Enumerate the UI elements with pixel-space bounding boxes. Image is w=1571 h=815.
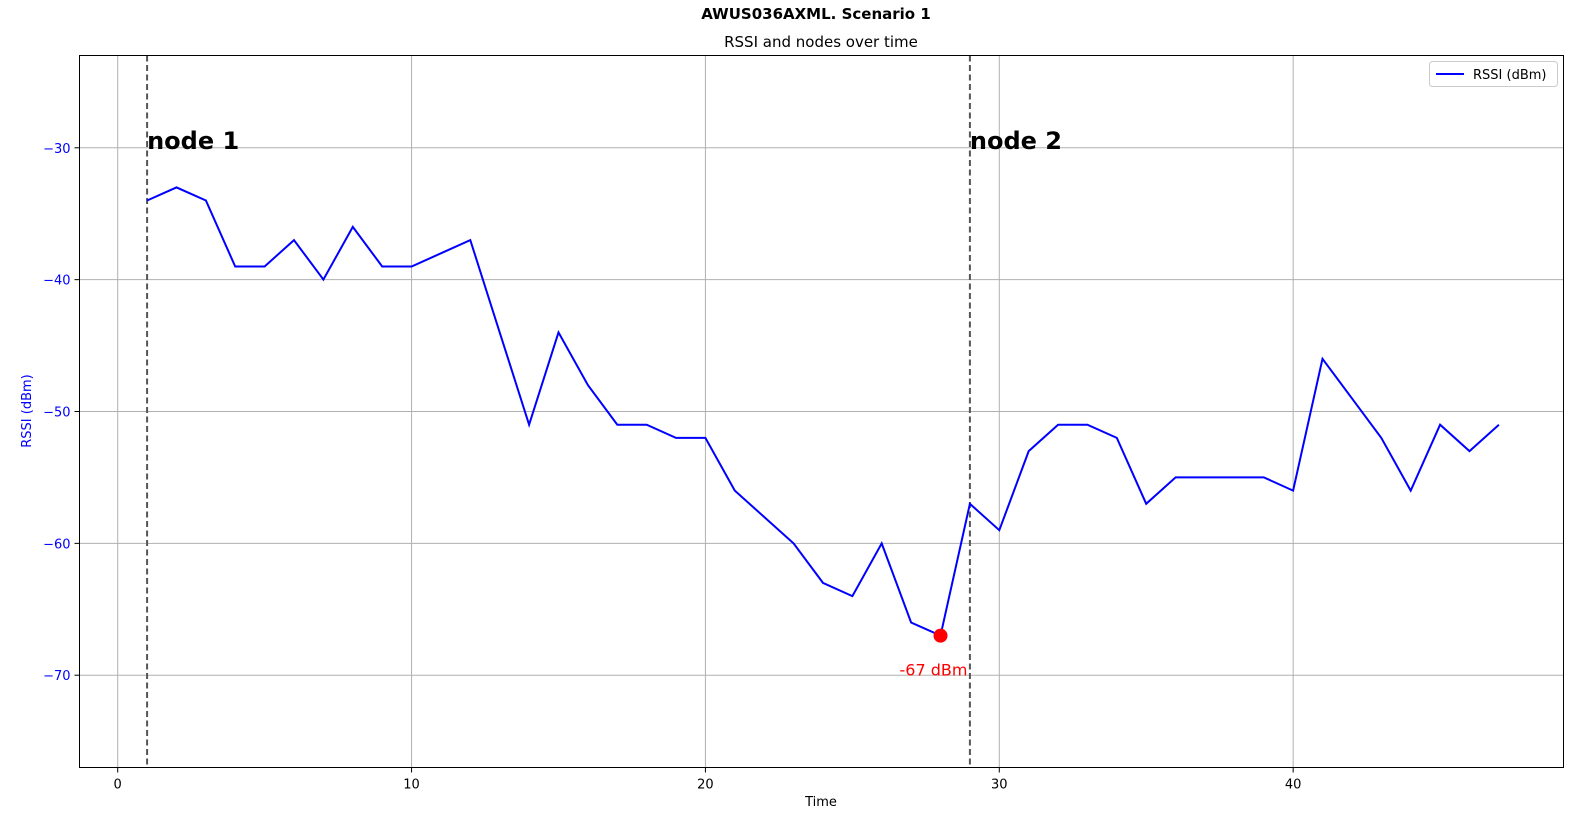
node-label: node 2 xyxy=(970,127,1062,155)
data-point xyxy=(175,186,178,189)
data-point xyxy=(1057,423,1060,426)
node-label: node 1 xyxy=(147,127,239,155)
data-point xyxy=(293,239,296,242)
y-tick-label: −70 xyxy=(43,669,70,684)
data-point xyxy=(586,384,589,387)
data-point xyxy=(1174,476,1177,479)
y-axis-ticks: −30 −40 −50 −60 −70 xyxy=(43,142,80,684)
x-axis-label: Time xyxy=(804,795,837,810)
data-point xyxy=(557,331,560,334)
data-point xyxy=(792,542,795,545)
y-axis-label: RSSI (dBm) xyxy=(20,374,35,447)
data-point xyxy=(1027,450,1030,453)
data-point xyxy=(1468,450,1471,453)
data-point xyxy=(1321,357,1324,360)
chart-title: RSSI and nodes over time xyxy=(724,33,918,51)
series-layer xyxy=(146,186,1500,638)
data-point xyxy=(1292,489,1295,492)
data-point xyxy=(410,265,413,268)
data-point xyxy=(733,489,736,492)
data-point xyxy=(704,436,707,439)
data-point xyxy=(1497,423,1500,426)
data-point xyxy=(880,542,883,545)
x-tick-label: 40 xyxy=(1285,778,1302,793)
data-point xyxy=(1203,476,1206,479)
data-point xyxy=(675,436,678,439)
data-point xyxy=(998,529,1001,532)
data-point xyxy=(645,423,648,426)
data-point xyxy=(968,502,971,505)
y-tick-label: −30 xyxy=(43,142,70,157)
data-point xyxy=(322,278,325,281)
x-tick-label: 0 xyxy=(114,778,122,793)
x-axis-ticks: 0 10 20 30 40 xyxy=(114,767,1302,793)
data-point xyxy=(204,199,207,202)
figure-suptitle: AWUS036AXML. Scenario 1 xyxy=(701,5,931,23)
data-point xyxy=(910,621,913,624)
data-point xyxy=(439,252,442,255)
legend-box xyxy=(1429,61,1558,87)
data-point xyxy=(1439,423,1442,426)
data-point xyxy=(234,265,237,268)
node-markers: node 1 node 2 xyxy=(146,55,1062,768)
min-point-marker xyxy=(933,628,948,643)
data-point xyxy=(498,331,501,334)
min-point-label: -67 dBm xyxy=(900,661,968,680)
y-tick-label: −60 xyxy=(43,537,70,552)
data-point xyxy=(146,199,149,202)
data-point xyxy=(1262,476,1265,479)
legend-entry: RSSI (dBm) xyxy=(1473,68,1546,83)
data-point xyxy=(1145,502,1148,505)
data-point xyxy=(1350,397,1353,400)
y-tick-label: −40 xyxy=(43,274,70,289)
data-point xyxy=(851,595,854,598)
y-tick-label: −50 xyxy=(43,406,70,421)
grid-lines xyxy=(79,55,1564,768)
data-point xyxy=(1115,436,1118,439)
data-point xyxy=(1233,476,1236,479)
x-tick-label: 20 xyxy=(697,778,714,793)
data-point xyxy=(616,423,619,426)
data-point xyxy=(763,515,766,518)
data-point xyxy=(351,225,354,228)
data-point xyxy=(1380,436,1383,439)
min-annotation: -67 dBm xyxy=(900,628,968,680)
data-point xyxy=(1086,423,1089,426)
data-point xyxy=(821,581,824,584)
data-point xyxy=(263,265,266,268)
data-point xyxy=(381,265,384,268)
data-point xyxy=(528,423,531,426)
data-point xyxy=(469,239,472,242)
legend: RSSI (dBm) xyxy=(1429,61,1558,87)
x-tick-label: 10 xyxy=(403,778,420,793)
series-line xyxy=(146,186,1500,638)
data-point xyxy=(1409,489,1412,492)
x-tick-label: 30 xyxy=(991,778,1008,793)
